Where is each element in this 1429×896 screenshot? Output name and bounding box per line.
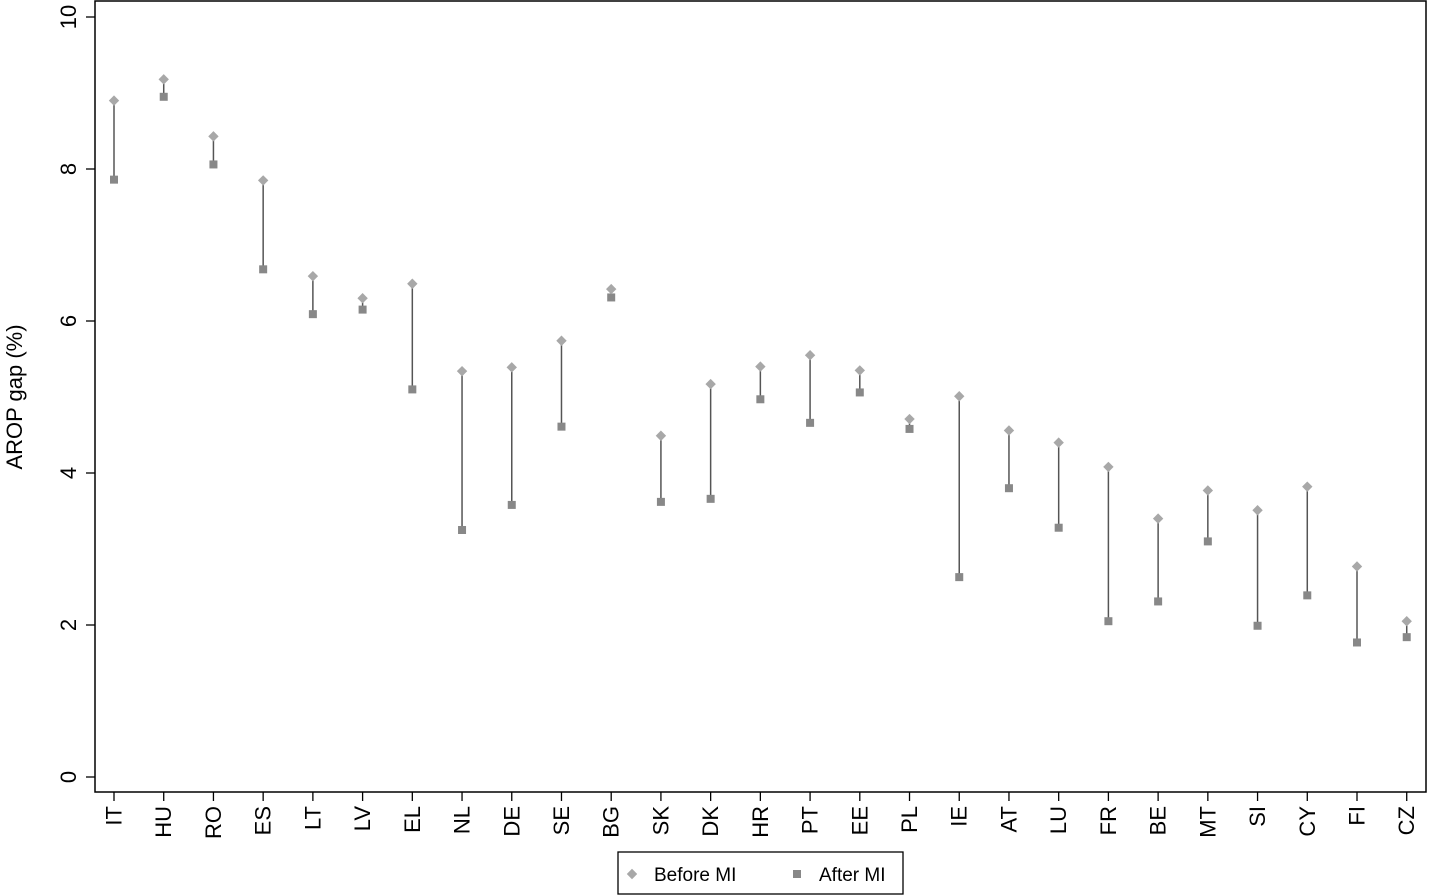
before-mi-point-cz xyxy=(1401,616,1412,627)
after-mi-point-de xyxy=(507,500,516,509)
x-tick-label-fr: FR xyxy=(1096,806,1121,835)
x-tick-label-pl: PL xyxy=(897,806,922,833)
x-tick-label-dk: DK xyxy=(698,806,723,837)
y-tick-label: 4 xyxy=(56,467,81,479)
x-tick-label-se: SE xyxy=(549,806,574,835)
before-mi-point-bg xyxy=(606,283,617,295)
after-mi-point-dk xyxy=(706,494,715,503)
before-mi-point-pt xyxy=(804,350,816,361)
before-mi-point-sk xyxy=(655,430,667,441)
x-tick-label-ie: IE xyxy=(947,806,972,827)
after-mi-point-ro xyxy=(209,160,218,169)
after-mi-point-it xyxy=(110,175,118,184)
y-axis-title: AROP gap (%) xyxy=(2,324,27,469)
x-tick-label-fi: FI xyxy=(1345,806,1370,826)
y-tick-label: 10 xyxy=(56,5,81,29)
before-mi-point-fr xyxy=(1103,461,1114,473)
data-markers xyxy=(108,74,1412,647)
x-tick-label-ro: RO xyxy=(201,806,226,839)
x-tick-label-sk: SK xyxy=(648,806,673,836)
x-tick-label-es: ES xyxy=(251,806,276,835)
x-tick-label-it: IT xyxy=(102,806,127,826)
before-mi-point-de xyxy=(506,362,517,373)
x-tick-label-mt: MT xyxy=(1195,806,1220,838)
connector-lines xyxy=(113,79,1408,643)
before-mi-point-fi xyxy=(1351,561,1363,572)
before-mi-point-pl xyxy=(904,413,915,425)
after-mi-point-si xyxy=(1253,621,1262,630)
after-mi-point-at xyxy=(1004,484,1013,493)
before-mi-point-at xyxy=(1003,425,1015,436)
x-tick-label-cy: CY xyxy=(1295,806,1320,837)
after-mi-point-lu xyxy=(1054,523,1063,532)
after-mi-point-se xyxy=(557,422,566,431)
legend-after-mi-marker xyxy=(793,870,801,878)
before-mi-point-be xyxy=(1152,513,1164,524)
legend: Before MI After MI xyxy=(617,851,904,895)
legend-box xyxy=(617,851,904,895)
before-mi-point-hr xyxy=(755,361,766,372)
before-mi-point-si xyxy=(1252,505,1263,516)
y-tick-label: 0 xyxy=(56,771,81,783)
x-axis: IT HU RO ES LT LV EL NL DE SE BG SK DK HR PT EE PL IE AT LU… xyxy=(102,792,1419,839)
after-mi-point-pt xyxy=(806,418,815,427)
y-tick-label: 8 xyxy=(56,163,81,175)
after-mi-point-bg xyxy=(607,293,616,302)
after-mi-point-cz xyxy=(1402,633,1411,642)
before-mi-point-mt xyxy=(1202,485,1214,496)
x-tick-label-lt: LT xyxy=(300,806,325,830)
x-tick-label-si: SI xyxy=(1245,806,1270,827)
after-mi-point-lt xyxy=(308,310,317,319)
before-mi-point-lv xyxy=(357,293,368,304)
x-tick-label-hu: HU xyxy=(151,806,176,838)
y-tick-label: 6 xyxy=(56,315,81,327)
before-mi-point-hu xyxy=(158,74,169,85)
legend-after-mi-label: After MI xyxy=(819,865,886,886)
before-mi-point-dk xyxy=(705,378,716,390)
after-mi-point-fr xyxy=(1104,617,1113,626)
after-mi-point-hr xyxy=(756,395,765,404)
after-mi-point-ie xyxy=(955,573,964,582)
legend-before-mi-label: Before MI xyxy=(654,865,736,886)
x-tick-label-at: AT xyxy=(996,806,1021,832)
after-mi-point-cy xyxy=(1303,591,1312,600)
after-mi-point-nl xyxy=(458,526,467,534)
before-mi-point-lu xyxy=(1053,437,1064,448)
x-tick-label-de: DE xyxy=(499,806,524,837)
before-mi-point-ro xyxy=(208,131,219,142)
before-mi-point-el xyxy=(407,278,418,289)
before-mi-point-it xyxy=(108,95,120,106)
x-tick-label-bg: BG xyxy=(599,806,624,838)
x-tick-label-el: EL xyxy=(400,806,425,833)
after-mi-point-ee xyxy=(855,388,864,397)
x-tick-label-hr: HR xyxy=(748,806,773,838)
after-mi-point-sk xyxy=(656,497,665,506)
after-mi-point-pl xyxy=(905,424,914,433)
legend-before-mi-marker xyxy=(626,868,638,880)
y-tick-label: 2 xyxy=(56,619,81,631)
after-mi-point-lv xyxy=(358,305,367,314)
x-tick-label-be: BE xyxy=(1146,806,1171,835)
after-mi-point-es xyxy=(259,265,268,274)
x-tick-label-lv: LV xyxy=(350,806,375,832)
after-mi-point-el xyxy=(408,385,417,394)
before-mi-point-lt xyxy=(307,270,319,282)
before-mi-point-se xyxy=(556,335,567,346)
x-tick-label-ee: EE xyxy=(847,806,872,835)
y-axis: 0 2 4 6 8 10 xyxy=(56,5,95,783)
before-mi-point-nl xyxy=(456,365,468,377)
after-mi-point-mt xyxy=(1203,537,1212,546)
after-mi-point-fi xyxy=(1353,638,1361,647)
before-mi-point-ie xyxy=(954,391,965,402)
before-mi-point-cy xyxy=(1302,481,1313,492)
before-mi-point-es xyxy=(257,175,269,186)
x-tick-label-pt: PT xyxy=(798,806,823,834)
x-tick-label-nl: NL xyxy=(450,806,475,834)
before-mi-point-ee xyxy=(854,365,865,376)
after-mi-point-hu xyxy=(159,92,168,101)
x-tick-label-lu: LU xyxy=(1046,806,1071,834)
after-mi-point-be xyxy=(1154,597,1163,606)
x-tick-label-cz: CZ xyxy=(1394,806,1419,835)
